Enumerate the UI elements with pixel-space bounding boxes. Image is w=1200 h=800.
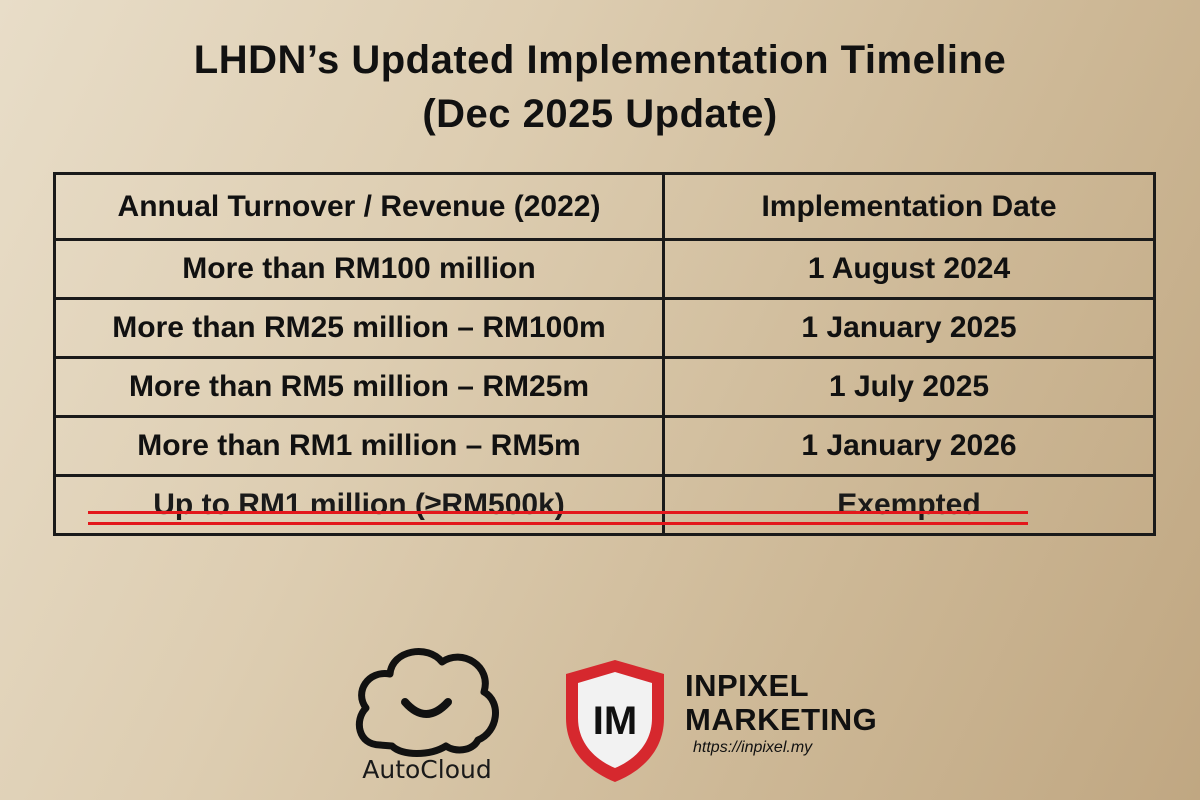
table-row: More than RM25 million – RM100m 1 Januar… xyxy=(53,297,1156,359)
table-row-struck: Up to RM1 million (≥RM500k) Exempted xyxy=(53,474,1156,536)
shield-icon: IM xyxy=(566,660,664,782)
brand-name-line2: MARKETING xyxy=(685,702,878,737)
shield-monogram: IM xyxy=(593,699,637,743)
date-cell: 1 July 2025 xyxy=(662,356,1156,418)
date-cell: 1 January 2025 xyxy=(662,297,1156,359)
date-cell: Exempted xyxy=(662,474,1156,536)
table-header-row: Annual Turnover / Revenue (2022) Impleme… xyxy=(53,172,1156,241)
date-cell: 1 August 2024 xyxy=(662,238,1156,300)
website-url[interactable]: https://inpixel.my xyxy=(693,739,813,756)
page-title: LHDN’s Updated Implementation Timeline xyxy=(193,38,1007,82)
table-row: More than RM100 million 1 August 2024 xyxy=(53,238,1156,300)
turnover-cell: Up to RM1 million (≥RM500k) xyxy=(53,474,665,536)
turnover-cell: More than RM1 million – RM5m xyxy=(53,415,665,477)
turnover-cell: More than RM25 million – RM100m xyxy=(53,297,665,359)
autocloud-label: AutoCloud xyxy=(362,755,492,784)
turnover-cell: More than RM5 million – RM25m xyxy=(53,356,665,418)
cloud-smile-icon xyxy=(355,648,499,757)
header-turnover: Annual Turnover / Revenue (2022) xyxy=(53,172,665,241)
table-row: More than RM5 million – RM25m 1 July 202… xyxy=(53,356,1156,418)
brand-name-line1: INPIXEL xyxy=(685,668,810,703)
page-subtitle: (Dec 2025 Update) xyxy=(422,92,778,136)
date-cell: 1 January 2026 xyxy=(662,415,1156,477)
implementation-timeline-table: Annual Turnover / Revenue (2022) Impleme… xyxy=(53,172,1156,536)
header-implementation-date: Implementation Date xyxy=(662,172,1156,241)
table-row: More than RM1 million – RM5m 1 January 2… xyxy=(53,415,1156,477)
turnover-cell: More than RM100 million xyxy=(53,238,665,300)
